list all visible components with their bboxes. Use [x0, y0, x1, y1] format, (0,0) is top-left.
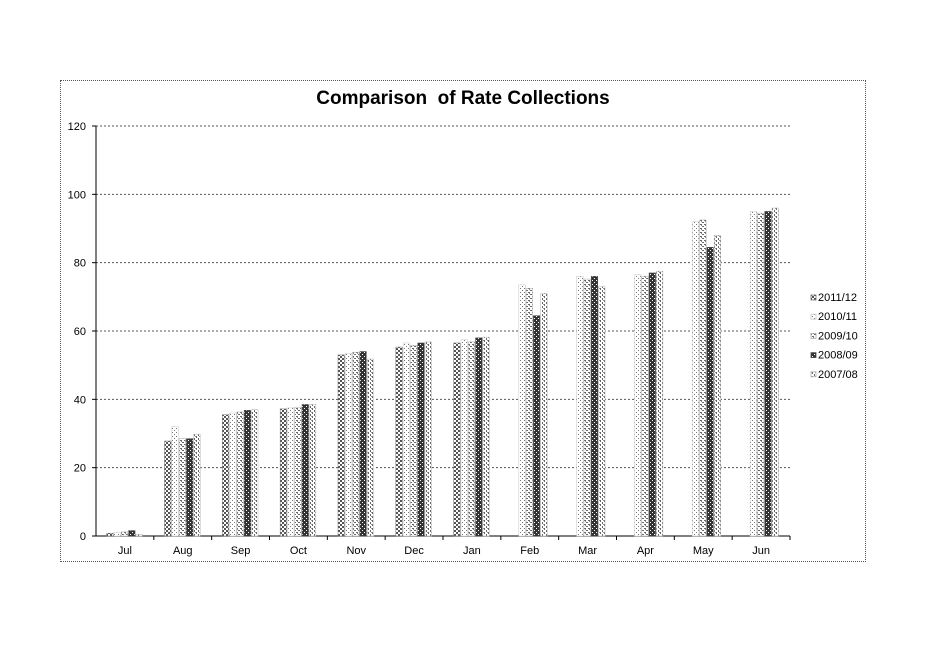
bar: [294, 406, 302, 537]
bar: [699, 219, 707, 537]
bar: [186, 438, 194, 537]
bar: [482, 336, 490, 537]
bar: [641, 276, 649, 537]
bar: [301, 404, 309, 537]
legend-label: 2007/08: [818, 369, 858, 381]
x-tick-label: Jan: [463, 545, 481, 557]
bar: [164, 440, 172, 537]
y-tick-label: 20: [74, 463, 86, 475]
x-tick-label: Feb: [520, 545, 539, 557]
x-tick-label: Dec: [404, 545, 424, 557]
bar: [590, 276, 598, 537]
bar: [583, 278, 591, 537]
axes: [92, 125, 791, 540]
bar: [713, 235, 721, 537]
bar: [656, 270, 664, 537]
legend: 2011/12 2010/11 2009/10 2008/09 2007/08: [810, 292, 858, 381]
bar: [648, 272, 656, 537]
x-tick-label: Jul: [118, 545, 132, 557]
bar: [540, 293, 548, 537]
bar: [533, 315, 541, 537]
bar: [576, 276, 584, 537]
bar: [692, 221, 700, 537]
bar: [598, 286, 606, 537]
bar: [706, 247, 714, 537]
bars: [106, 207, 779, 537]
bar: [402, 342, 410, 537]
y-tick-label: 0: [80, 531, 86, 543]
bar: [222, 414, 230, 537]
bar: [113, 532, 121, 537]
x-tick-label: Aug: [173, 545, 193, 557]
bar: [352, 351, 360, 537]
bar: [128, 530, 136, 537]
bar: [366, 358, 374, 537]
tick-labels: 0 20 40 60 80 100 120 Jul Aug Sep Oct Nov Dec Jan Feb M…: [68, 121, 770, 557]
legend-swatch: [810, 313, 817, 320]
x-tick-label: Sep: [231, 545, 251, 557]
legend-swatch: [810, 352, 817, 359]
legend-swatch: [810, 371, 817, 378]
bar: [193, 433, 201, 537]
y-tick-label: 60: [74, 326, 86, 338]
y-tick-label: 80: [74, 258, 86, 270]
bar: [121, 531, 129, 537]
bar: [279, 408, 287, 537]
legend-label: 2009/10: [818, 330, 858, 342]
legend-label: 2008/09: [818, 350, 858, 362]
legend-label: 2011/12: [818, 292, 857, 304]
x-tick-label: Jun: [752, 545, 770, 557]
bar: [337, 354, 345, 537]
chart-frame: [60, 80, 866, 562]
bar: [417, 342, 425, 537]
grid-lines: [96, 125, 790, 469]
bar: [236, 411, 244, 537]
y-tick-label: 40: [74, 394, 86, 406]
bar: [460, 339, 468, 537]
bar: [178, 438, 186, 537]
bar: [229, 412, 237, 537]
x-tick-label: Oct: [290, 545, 307, 557]
x-tick-label: Apr: [637, 545, 654, 557]
x-tick-label: Mar: [578, 545, 597, 557]
bar: [525, 288, 533, 537]
legend-label: 2010/11: [818, 311, 857, 323]
bar: [634, 274, 642, 537]
bar: [453, 342, 461, 537]
bar: [106, 533, 114, 537]
bar: [771, 207, 779, 537]
y-tick-label: 120: [68, 121, 86, 133]
bar: [171, 426, 179, 537]
bar: [135, 534, 143, 537]
bar: [359, 351, 367, 537]
legend-swatch: [810, 294, 817, 301]
bar: [518, 284, 526, 537]
bar: [468, 341, 476, 537]
bar: [395, 346, 403, 537]
bar: [749, 211, 757, 537]
bar: [345, 352, 353, 537]
bar: [251, 409, 259, 537]
bar: [757, 212, 765, 537]
x-tick-label: Nov: [346, 545, 366, 557]
legend-swatch: [810, 332, 817, 339]
chart-title: Comparison of Rate Collections: [316, 88, 610, 109]
x-tick-label: May: [693, 545, 714, 557]
bar: [287, 407, 295, 537]
bar: [410, 345, 418, 537]
bar: [309, 404, 317, 537]
bar: [424, 341, 432, 537]
y-tick-label: 100: [68, 189, 86, 201]
bar: [475, 337, 483, 537]
bar: [243, 410, 251, 537]
bar: [764, 211, 772, 537]
